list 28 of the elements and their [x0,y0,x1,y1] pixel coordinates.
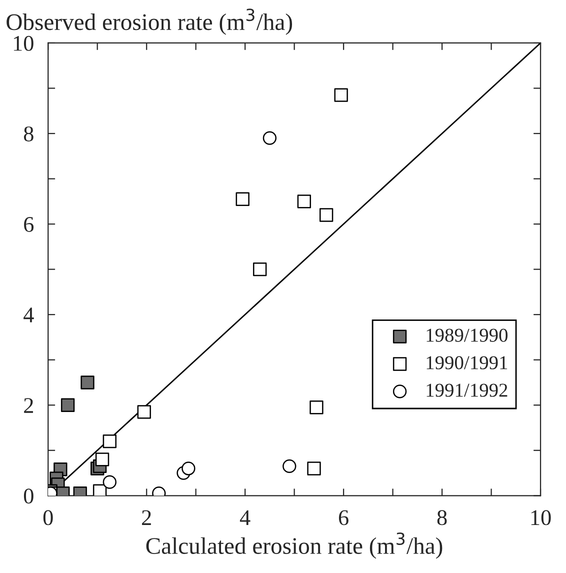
x-tick-label: 0 [43,510,53,526]
legend-label: 1989/1990 [426,328,508,342]
legend-label: 1990/1991 [426,356,508,370]
point [137,405,151,419]
y-tick-label: 6 [24,217,34,232]
point [319,208,334,222]
point [297,194,312,208]
point [95,452,110,466]
point [80,376,94,390]
x-tick-label: 6 [338,510,348,526]
point [102,434,116,448]
x-tick-label: 4 [240,510,250,525]
y-tick-label: 2 [24,398,33,413]
point [60,398,75,412]
point [236,192,250,206]
legend-label: 1991/1992 [426,384,508,397]
y-axis-title: Observed erosion rate (m$^{3}$/ha) [6,8,292,35]
point [182,462,196,476]
x-tick-label: 2 [142,510,151,525]
y-tick-label: 4 [24,308,34,322]
y-tick-label: 10 [14,36,34,51]
x-tick-label: 10 [531,510,551,526]
point [253,262,267,276]
y-tick-label: 8 [24,126,34,142]
x-axis-title: Calculated erosion rate (m$^{3}$/ha) [146,532,442,559]
point [92,484,107,496]
y-tick-label: 0 [24,488,34,504]
x-tick-label: 8 [437,510,447,526]
